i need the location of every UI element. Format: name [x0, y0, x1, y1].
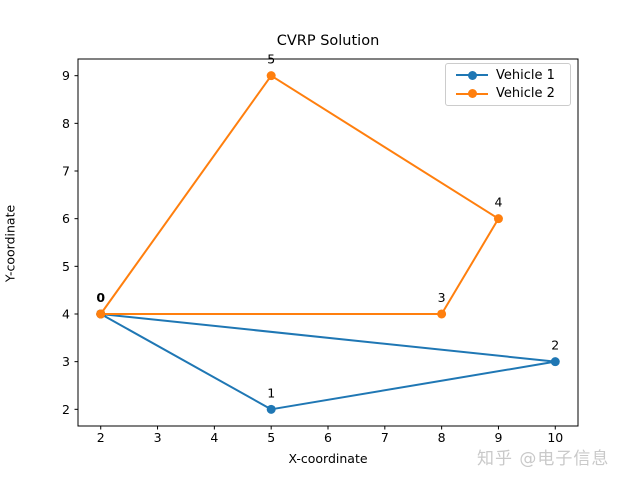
x-tick-label: 3: [154, 430, 162, 445]
y-tick-label: 4: [62, 306, 70, 321]
node-label-3: 3: [438, 290, 446, 305]
vehicle-1-line-marker-icon: [456, 70, 488, 80]
node-label-2: 2: [551, 338, 559, 353]
node-label-4: 4: [494, 195, 502, 210]
watermark-text: 知乎 @电子信息: [477, 449, 610, 469]
legend-label: Vehicle 2: [496, 86, 555, 102]
node-marker: [550, 357, 560, 367]
y-tick-label: 9: [62, 68, 70, 83]
vehicle-2-line-marker-icon: [456, 89, 488, 99]
node-marker: [493, 214, 503, 224]
node-marker: [96, 309, 106, 319]
node-marker: [437, 309, 447, 319]
y-tick-label: 5: [62, 259, 70, 274]
x-tick-label: 8: [438, 430, 446, 445]
x-tick-label: 10: [547, 430, 563, 445]
x-tick-label: 9: [494, 430, 502, 445]
node-label-1: 1: [267, 385, 275, 400]
x-tick-label: 2: [97, 430, 105, 445]
node-marker: [266, 71, 276, 81]
node-label-5: 5: [267, 52, 275, 67]
legend-label: Vehicle 1: [496, 67, 555, 83]
y-tick-label: 3: [62, 354, 70, 369]
x-tick-label: 7: [381, 430, 389, 445]
legend: Vehicle 1 Vehicle 2: [445, 63, 571, 106]
legend-item-vehicle-1: Vehicle 1: [446, 69, 570, 82]
route-line-vehicle-1: [100, 312, 557, 411]
y-axis-label: Y-coordinate: [2, 204, 18, 283]
x-tick-label: 4: [210, 430, 218, 445]
node-marker: [266, 404, 276, 414]
y-tick-label: 6: [62, 211, 70, 226]
x-axis-label: X-coordinate: [288, 451, 368, 466]
node-label-0: 0: [96, 290, 105, 305]
chart-title: CVRP Solution: [276, 33, 380, 49]
x-tick-label: 6: [324, 430, 332, 445]
route-line-vehicle-2: [99, 74, 500, 315]
y-tick-label: 7: [62, 164, 70, 179]
y-tick-label: 2: [62, 402, 70, 417]
x-tick-label: 5: [267, 430, 275, 445]
legend-item-vehicle-2: Vehicle 2: [446, 87, 570, 100]
y-tick-label: 8: [62, 116, 70, 131]
